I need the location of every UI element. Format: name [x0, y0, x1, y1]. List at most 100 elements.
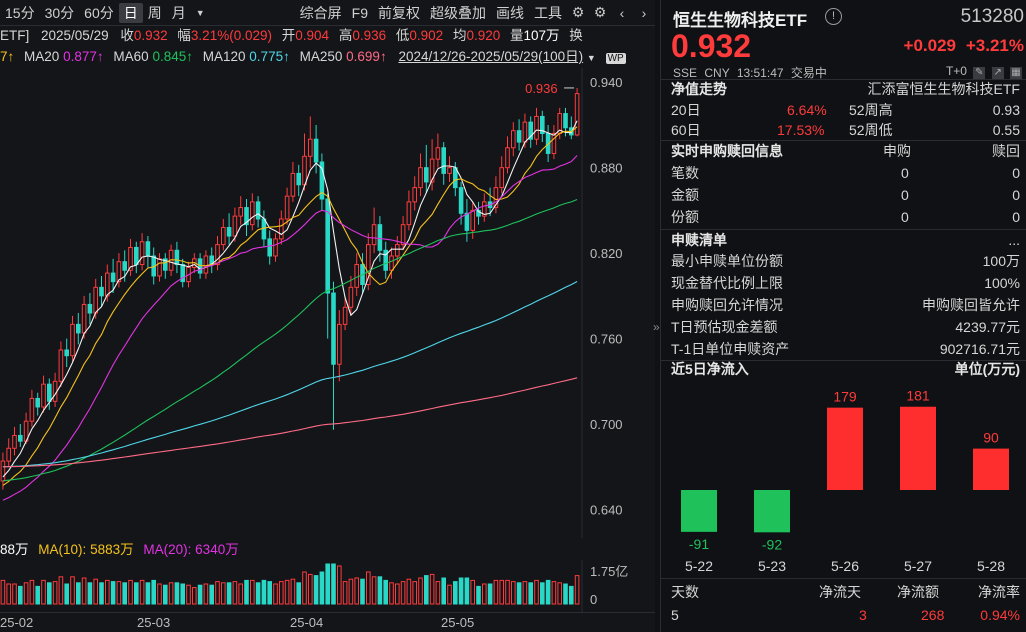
open-value: 0.904 [295, 28, 330, 43]
candle [105, 272, 110, 297]
list-value: 100万 [982, 253, 1020, 269]
volume-bar [406, 578, 412, 605]
d20-value: 6.64% [787, 102, 827, 118]
ma250-label: MA250 [299, 49, 343, 64]
flow-title: 近5日净流入 [671, 361, 749, 377]
candle [284, 195, 290, 220]
collapse-panel-icon[interactable]: » [653, 320, 660, 334]
period-month[interactable]: 月 [171, 4, 186, 21]
realtime-sell: 0 [1012, 187, 1020, 203]
net-inflow-chart[interactable]: -91 5-22 -92 5-23 179 5-26 181 5-27 90 5-28 [661, 382, 1026, 578]
candle [238, 207, 243, 217]
volume-bar [453, 581, 458, 605]
volume-bar [400, 581, 406, 605]
candle [429, 158, 435, 183]
candle [447, 167, 452, 174]
candle-info-line: ETF] 2025/05/29 收0.932 幅3.21%(0.029) 开0.… [0, 26, 655, 46]
realtime-sell: 0 [1012, 209, 1020, 225]
range-dropdown-icon[interactable]: ▼ [586, 53, 596, 63]
period-30min[interactable]: 30分 [44, 4, 75, 21]
security-name: 恒生生物科技ETF [673, 11, 808, 30]
adjust-button[interactable]: 前复权 [378, 4, 420, 21]
overlay-button[interactable]: 超级叠加 [430, 4, 486, 21]
candle [389, 255, 394, 271]
realtime-row: 份额 0 0 [671, 206, 1020, 228]
tools-button[interactable]: 工具 [534, 4, 562, 21]
full-screen-button[interactable]: 综合屏 [299, 4, 342, 21]
list-label: T日预估现金差额 [671, 319, 778, 335]
candle [35, 397, 40, 408]
date-range[interactable]: 2024/12/26-2025/05/29(100日) [398, 49, 584, 64]
period-60min[interactable]: 60分 [84, 4, 114, 21]
period-week[interactable]: 周 [147, 4, 162, 21]
volume-bar [134, 582, 139, 605]
nav-header: 净值走势 汇添富恒生生物科技ETF [671, 78, 1020, 100]
vol-ma5-value: 88万 [0, 542, 29, 557]
candle [302, 155, 307, 186]
period-15min[interactable]: 15分 [5, 4, 35, 21]
candle [290, 172, 296, 197]
candlestick-chart[interactable]: 0.940 0.880 0.820 0.760 0.700 0.640 0.936 [0, 68, 655, 538]
footer-flow-days: 3 [859, 607, 867, 623]
w52h-label: 52周高 [849, 102, 893, 118]
candle [453, 167, 458, 189]
chevron-left-icon[interactable]: ‹ [619, 4, 625, 21]
inflow-date-label: 5-28 [977, 558, 1005, 574]
volume-bar [157, 583, 162, 605]
ma20-value: 0.877↑ [63, 49, 104, 64]
ma250-line [2, 377, 578, 468]
inflow-bar [754, 490, 790, 533]
divider [661, 140, 1026, 141]
info-circle-icon[interactable]: ! [825, 8, 842, 25]
volume-bar [197, 584, 203, 605]
candle [395, 244, 400, 257]
candle [87, 303, 93, 314]
candle [331, 292, 336, 365]
volume-bar [528, 582, 533, 605]
volume-bar [163, 584, 168, 605]
volume-bar [203, 583, 209, 605]
list-label: 最小申赎单位份额 [671, 253, 783, 269]
volume-bar [76, 582, 81, 605]
volume-tick: 1.75亿 [590, 564, 628, 579]
divider [661, 578, 1026, 579]
price-change: +0.029 [903, 36, 956, 55]
grid-icon[interactable]: ▦ [1010, 67, 1022, 79]
edit-icon[interactable]: ✎ [973, 67, 986, 79]
volume-chart[interactable]: 1.75亿 0 [0, 560, 655, 612]
share-icon[interactable]: ↗ [991, 67, 1004, 79]
more-button[interactable]: ... [1008, 232, 1020, 248]
candle [64, 349, 69, 357]
wp-button[interactable]: WP [605, 53, 626, 64]
realtime-row-label: 金额 [671, 187, 699, 203]
volume-bar [238, 583, 243, 605]
volume-bar [99, 582, 104, 605]
volume-bar [522, 581, 528, 605]
candle [157, 258, 162, 277]
footer-days: 5 [671, 607, 679, 623]
volume-bar [81, 577, 87, 605]
chevron-right-icon[interactable]: › [641, 4, 647, 21]
list-value: 902716.71元 [939, 341, 1020, 357]
f9-button[interactable]: F9 [351, 4, 368, 21]
candle [29, 397, 35, 422]
candle [203, 255, 209, 274]
currency: CNY [704, 66, 730, 80]
candle [540, 115, 545, 135]
divider [661, 360, 1026, 361]
candle [435, 147, 441, 160]
draw-button[interactable]: 画线 [496, 4, 524, 21]
volume-bar [325, 563, 330, 605]
settings-icon[interactable]: ⚙ [593, 4, 607, 20]
list-label: 申购赎回允许情况 [671, 297, 783, 313]
volume-bar [557, 582, 562, 605]
quote-time: 13:51:47 [736, 66, 784, 80]
price-tick: 0.940 [590, 75, 623, 90]
period-more-dropdown[interactable]: ▼ [195, 7, 205, 18]
candle [342, 306, 348, 325]
gear-icon[interactable]: ⚙ [571, 4, 585, 20]
period-day[interactable]: 日 [118, 2, 143, 23]
exchange: SSE [673, 66, 698, 80]
w52l-value: 0.55 [992, 122, 1020, 138]
inflow-value-label: -92 [762, 536, 782, 552]
